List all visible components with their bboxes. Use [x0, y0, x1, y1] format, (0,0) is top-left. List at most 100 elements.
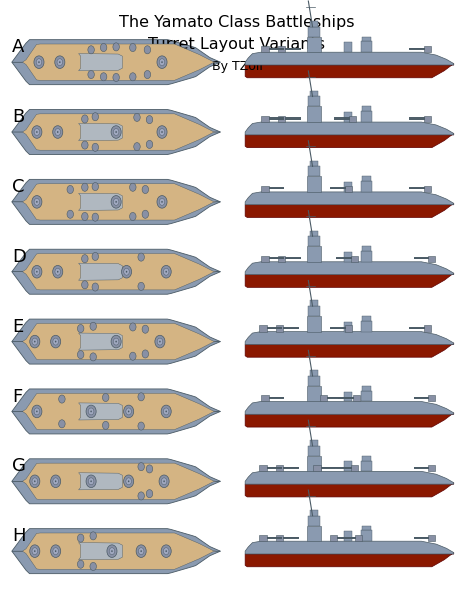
FancyBboxPatch shape — [319, 395, 327, 401]
Circle shape — [159, 198, 165, 205]
FancyBboxPatch shape — [361, 41, 373, 52]
Circle shape — [161, 201, 163, 203]
Polygon shape — [12, 323, 220, 360]
Circle shape — [128, 410, 129, 413]
FancyBboxPatch shape — [278, 116, 285, 122]
Circle shape — [90, 322, 96, 330]
Polygon shape — [12, 179, 220, 224]
Polygon shape — [79, 263, 122, 280]
Circle shape — [136, 545, 146, 558]
Polygon shape — [12, 249, 220, 294]
Text: F: F — [12, 388, 22, 406]
Circle shape — [36, 271, 37, 273]
FancyBboxPatch shape — [276, 326, 283, 332]
Circle shape — [142, 325, 148, 333]
Circle shape — [32, 265, 42, 278]
Circle shape — [77, 324, 84, 333]
Circle shape — [90, 353, 96, 361]
Circle shape — [30, 335, 40, 348]
Polygon shape — [12, 114, 220, 150]
Circle shape — [157, 338, 163, 345]
Circle shape — [161, 405, 171, 418]
Circle shape — [36, 410, 37, 413]
Circle shape — [138, 462, 145, 471]
Circle shape — [34, 198, 40, 205]
FancyBboxPatch shape — [310, 510, 319, 516]
Circle shape — [55, 340, 56, 343]
Circle shape — [164, 408, 169, 415]
Circle shape — [124, 268, 129, 275]
Circle shape — [92, 182, 99, 191]
Polygon shape — [12, 529, 220, 574]
FancyBboxPatch shape — [307, 386, 321, 401]
FancyBboxPatch shape — [428, 395, 436, 401]
FancyBboxPatch shape — [308, 306, 320, 316]
Circle shape — [129, 213, 136, 221]
Text: G: G — [12, 458, 26, 475]
FancyBboxPatch shape — [344, 531, 352, 541]
Circle shape — [134, 143, 140, 151]
FancyBboxPatch shape — [361, 321, 373, 332]
Circle shape — [34, 408, 40, 415]
Circle shape — [109, 548, 115, 555]
Circle shape — [107, 545, 117, 558]
Circle shape — [77, 560, 84, 568]
FancyBboxPatch shape — [355, 535, 363, 541]
FancyBboxPatch shape — [428, 465, 436, 471]
Circle shape — [113, 198, 119, 205]
FancyBboxPatch shape — [362, 37, 371, 41]
FancyBboxPatch shape — [308, 27, 320, 37]
Circle shape — [138, 422, 145, 430]
Circle shape — [86, 475, 96, 488]
FancyBboxPatch shape — [344, 461, 352, 471]
FancyBboxPatch shape — [276, 465, 283, 471]
FancyBboxPatch shape — [344, 252, 352, 262]
Circle shape — [113, 43, 119, 51]
Circle shape — [165, 271, 167, 273]
Circle shape — [144, 70, 151, 79]
Circle shape — [100, 73, 107, 81]
FancyBboxPatch shape — [313, 465, 321, 471]
FancyBboxPatch shape — [361, 181, 373, 192]
Circle shape — [129, 183, 136, 191]
FancyBboxPatch shape — [307, 246, 321, 262]
Circle shape — [138, 548, 144, 555]
Circle shape — [34, 480, 36, 482]
FancyBboxPatch shape — [261, 395, 269, 401]
FancyBboxPatch shape — [307, 526, 321, 541]
Polygon shape — [12, 184, 220, 220]
Polygon shape — [245, 541, 454, 554]
Polygon shape — [12, 253, 220, 290]
FancyBboxPatch shape — [308, 166, 320, 176]
FancyBboxPatch shape — [261, 46, 269, 52]
FancyBboxPatch shape — [308, 516, 320, 526]
Circle shape — [34, 268, 40, 275]
FancyBboxPatch shape — [361, 111, 373, 122]
Circle shape — [102, 422, 109, 429]
FancyBboxPatch shape — [259, 326, 266, 332]
FancyBboxPatch shape — [310, 21, 319, 27]
Circle shape — [134, 113, 140, 121]
Polygon shape — [12, 533, 220, 570]
Text: Turret Layout Variants: Turret Layout Variants — [148, 37, 326, 52]
Polygon shape — [245, 52, 454, 65]
Polygon shape — [79, 194, 122, 210]
FancyBboxPatch shape — [310, 91, 319, 96]
Circle shape — [51, 475, 61, 488]
FancyBboxPatch shape — [361, 530, 373, 541]
FancyBboxPatch shape — [307, 316, 321, 332]
Circle shape — [140, 550, 142, 552]
FancyBboxPatch shape — [361, 251, 373, 262]
Circle shape — [165, 550, 167, 552]
FancyBboxPatch shape — [308, 236, 320, 246]
Circle shape — [121, 265, 132, 278]
FancyBboxPatch shape — [362, 386, 371, 391]
Circle shape — [53, 338, 58, 345]
Circle shape — [159, 128, 165, 136]
Circle shape — [157, 195, 167, 208]
FancyBboxPatch shape — [330, 535, 337, 541]
Circle shape — [55, 128, 61, 136]
Circle shape — [161, 131, 163, 133]
Circle shape — [57, 131, 58, 133]
Circle shape — [53, 126, 63, 139]
